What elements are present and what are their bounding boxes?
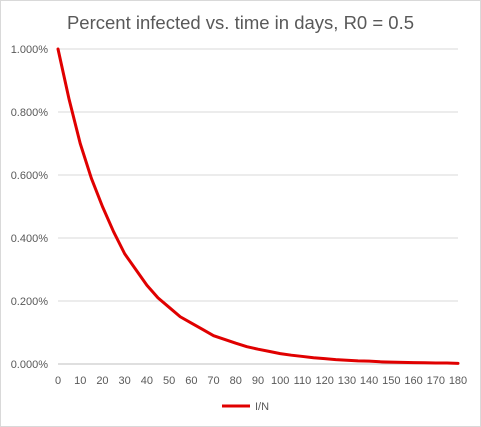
x-tick-label: 60 [185,375,197,387]
x-tick-label: 120 [315,375,333,387]
x-tick-label: 30 [119,375,131,387]
x-tick-label: 130 [338,375,356,387]
x-tick-label: 10 [74,375,86,387]
legend-label: I/N [255,401,269,413]
x-tick-label: 110 [294,375,312,387]
x-tick-label: 160 [404,375,422,387]
x-tick-label: 180 [449,375,467,387]
x-tick-label: 70 [207,375,219,387]
x-tick-label: 0 [55,375,61,387]
x-tick-label: 170 [427,375,445,387]
x-tick-label: 40 [141,375,153,387]
y-tick-label: 0.000% [11,359,49,371]
y-tick-label: 0.800% [11,107,49,119]
series-line [56,47,460,365]
series-group [56,47,460,365]
y-tick-label: 0.200% [11,296,49,308]
gridlines [58,48,458,365]
x-tick-label: 100 [271,375,289,387]
x-tick-label: 90 [252,375,264,387]
x-tick-label: 150 [382,375,400,387]
y-axis-ticks: 0.000% 0.200% 0.400% 0.600% 0.800% 1.000% [11,44,49,371]
y-tick-label: 1.000% [11,44,49,56]
x-tick-label: 20 [96,375,108,387]
y-tick-label: 0.400% [11,233,49,245]
x-tick-label: 140 [360,375,378,387]
y-tick-label: 0.600% [11,170,49,182]
legend: I/N [222,401,269,413]
x-tick-label: 80 [230,375,242,387]
chart-title: Percent infected vs. time in days, R0 = … [66,12,415,33]
x-tick-label: 50 [163,375,175,387]
x-axis-ticks: 0 10 20 30 40 50 60 70 80 90 100 110 120 130 140 150 160… [55,375,467,387]
